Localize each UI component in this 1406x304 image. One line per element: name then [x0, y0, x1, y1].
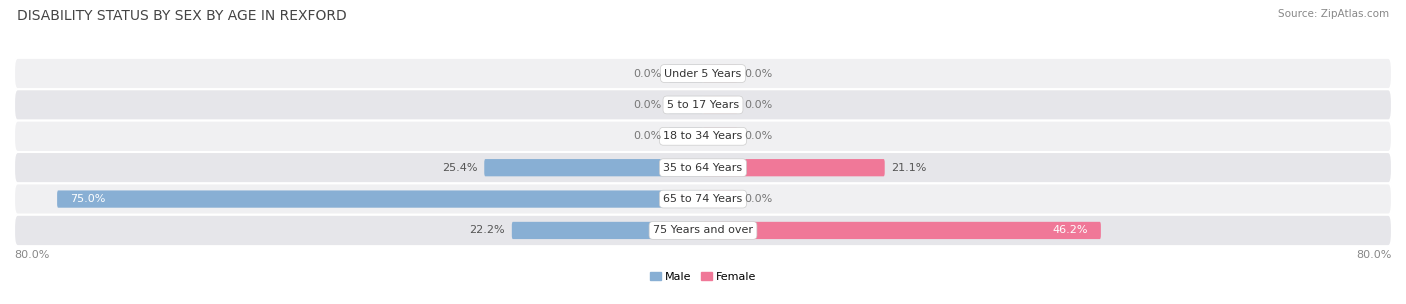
FancyBboxPatch shape [703, 222, 1101, 239]
FancyBboxPatch shape [669, 65, 703, 82]
FancyBboxPatch shape [14, 58, 1392, 89]
Text: 46.2%: 46.2% [1053, 226, 1088, 236]
Text: 75 Years and over: 75 Years and over [652, 226, 754, 236]
FancyBboxPatch shape [703, 96, 738, 114]
FancyBboxPatch shape [58, 190, 703, 208]
Text: 0.0%: 0.0% [744, 68, 772, 78]
Legend: Male, Female: Male, Female [645, 268, 761, 287]
Text: 80.0%: 80.0% [14, 250, 49, 260]
FancyBboxPatch shape [669, 96, 703, 114]
Text: 0.0%: 0.0% [634, 131, 662, 141]
Text: 22.2%: 22.2% [470, 226, 505, 236]
FancyBboxPatch shape [703, 159, 884, 176]
FancyBboxPatch shape [14, 215, 1392, 246]
Text: 18 to 34 Years: 18 to 34 Years [664, 131, 742, 141]
Text: 25.4%: 25.4% [441, 163, 478, 173]
Text: 0.0%: 0.0% [744, 194, 772, 204]
Text: 5 to 17 Years: 5 to 17 Years [666, 100, 740, 110]
Text: 75.0%: 75.0% [70, 194, 105, 204]
Text: 0.0%: 0.0% [634, 68, 662, 78]
FancyBboxPatch shape [512, 222, 703, 239]
FancyBboxPatch shape [703, 128, 738, 145]
FancyBboxPatch shape [14, 183, 1392, 215]
FancyBboxPatch shape [14, 89, 1392, 121]
Text: Source: ZipAtlas.com: Source: ZipAtlas.com [1278, 9, 1389, 19]
FancyBboxPatch shape [703, 65, 738, 82]
FancyBboxPatch shape [669, 128, 703, 145]
FancyBboxPatch shape [703, 190, 738, 208]
Text: 0.0%: 0.0% [744, 131, 772, 141]
Text: 65 to 74 Years: 65 to 74 Years [664, 194, 742, 204]
Text: 35 to 64 Years: 35 to 64 Years [664, 163, 742, 173]
Text: 80.0%: 80.0% [1357, 250, 1392, 260]
FancyBboxPatch shape [14, 121, 1392, 152]
Text: Under 5 Years: Under 5 Years [665, 68, 741, 78]
FancyBboxPatch shape [14, 152, 1392, 183]
FancyBboxPatch shape [484, 159, 703, 176]
Text: 0.0%: 0.0% [634, 100, 662, 110]
Text: DISABILITY STATUS BY SEX BY AGE IN REXFORD: DISABILITY STATUS BY SEX BY AGE IN REXFO… [17, 9, 347, 23]
Text: 0.0%: 0.0% [744, 100, 772, 110]
Text: 21.1%: 21.1% [891, 163, 927, 173]
